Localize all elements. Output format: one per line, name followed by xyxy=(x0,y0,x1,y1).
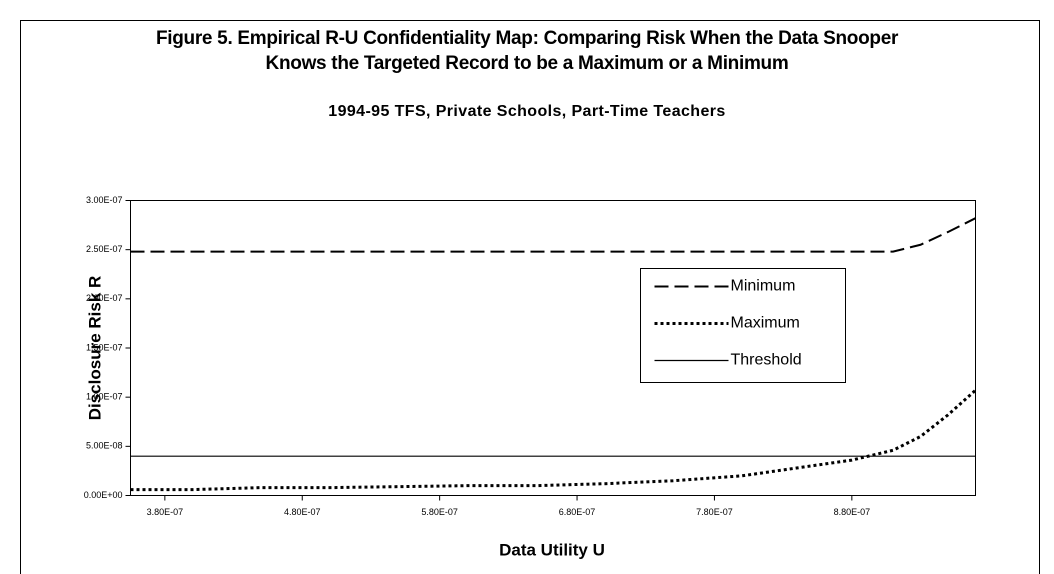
x-tick-label: 7.80E-07 xyxy=(696,507,733,517)
legend-label: Threshold xyxy=(731,352,802,369)
y-tick-label: 5.00E-08 xyxy=(86,441,123,451)
legend-label: Minimum xyxy=(731,278,796,295)
chart-title: Figure 5. Empirical R-U Confidentiality … xyxy=(155,28,899,74)
series-line xyxy=(130,389,977,492)
x-tick-label: 5.80E-07 xyxy=(421,507,458,517)
x-tick-label: 4.80E-07 xyxy=(284,507,321,517)
y-axis-label: Disclosure Risk R xyxy=(85,276,104,421)
y-tick-label: 1.00E-07 xyxy=(86,392,123,402)
x-axis-label: Data Utility U xyxy=(499,540,605,559)
x-tick-label: 8.80E-07 xyxy=(834,507,871,517)
chart-subtitle: 1994-95 TFS, Private Schools, Part-Time … xyxy=(328,103,726,120)
plot-frame xyxy=(130,200,976,496)
legend-label: Maximum xyxy=(731,315,800,332)
series-line xyxy=(130,217,976,253)
y-tick-label: 0.00E+00 xyxy=(84,490,123,500)
y-tick-label: 1.50E-07 xyxy=(86,342,123,352)
y-tick-label: 2.50E-07 xyxy=(86,244,123,254)
y-tick-label: 3.00E-07 xyxy=(86,195,123,205)
x-tick-label: 3.80E-07 xyxy=(147,507,184,517)
legend: Minimum Maximum Threshold xyxy=(640,268,846,383)
y-tick-label: 2.00E-07 xyxy=(86,293,123,303)
x-tick-label: 6.80E-07 xyxy=(559,507,596,517)
